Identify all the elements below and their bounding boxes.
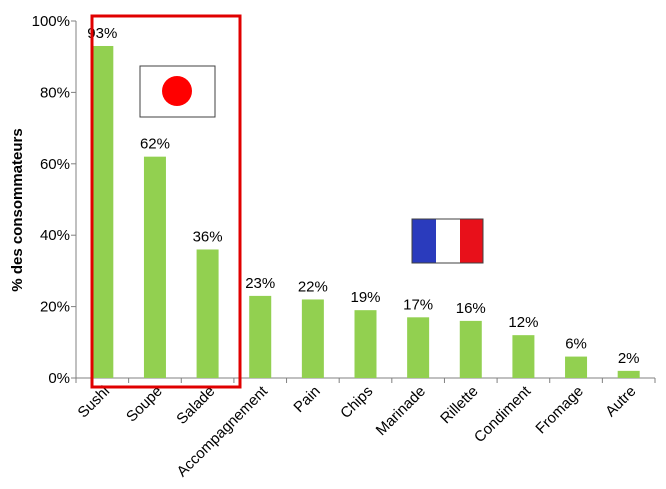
bars — [91, 45, 640, 379]
data-label: 12% — [508, 314, 538, 331]
data-label: 16% — [456, 300, 486, 317]
y-axis: 0% 20% 40% 60% 80% 100% — [32, 13, 77, 387]
bar-sushi — [91, 45, 114, 379]
y-tick-label: 0% — [48, 370, 70, 387]
x-tick-label: Sushi — [75, 383, 114, 422]
x-tick-label: Rillette — [437, 383, 481, 427]
x-tick-label: Fromage — [532, 383, 586, 437]
x-tick-label: Accompagnement — [174, 382, 272, 480]
y-tick-label: 60% — [40, 156, 70, 173]
bar-chips — [354, 310, 377, 378]
y-axis-title: % des consommateurs — [9, 128, 26, 291]
x-tick-label: Autre — [602, 383, 639, 420]
bar-rillette — [459, 320, 482, 378]
y-tick-label: 80% — [40, 84, 70, 101]
bar-fromage — [565, 356, 588, 378]
japan-group-highlight-box — [90, 14, 242, 389]
x-tick-label: Pain — [290, 383, 323, 416]
france-flag-icon — [411, 218, 484, 264]
data-label: 36% — [193, 228, 223, 245]
bar-accompagnement — [249, 295, 272, 378]
data-label: 62% — [140, 136, 170, 153]
bar-pain — [301, 299, 324, 378]
bar-soupe — [143, 156, 166, 378]
data-label: 22% — [298, 278, 328, 295]
x-tick-label: Salade — [173, 383, 218, 428]
japan-flag-icon — [139, 65, 216, 118]
x-tick-label: Condiment — [471, 382, 535, 446]
y-tick-label: 20% — [40, 299, 70, 316]
x-tick-label: Chips — [337, 383, 376, 422]
data-label: 17% — [403, 296, 433, 313]
data-label: 93% — [87, 25, 117, 42]
x-tick-label: Soupe — [123, 383, 166, 426]
bar-marinade — [407, 317, 430, 378]
data-label: 19% — [350, 289, 380, 306]
data-labels: 93% 62% 36% 23% 22% 19% 17% 16% 12% 6% 2% — [87, 25, 639, 367]
bar-condiment — [512, 335, 535, 378]
data-label: 23% — [245, 275, 275, 292]
data-label: 2% — [618, 350, 640, 367]
x-tick-label: Marinade — [373, 383, 429, 439]
bar-autre — [617, 370, 640, 378]
y-tick-label: 100% — [32, 13, 70, 30]
bar-salade — [196, 249, 219, 378]
data-label: 6% — [565, 336, 587, 353]
y-tick-label: 40% — [40, 227, 70, 244]
